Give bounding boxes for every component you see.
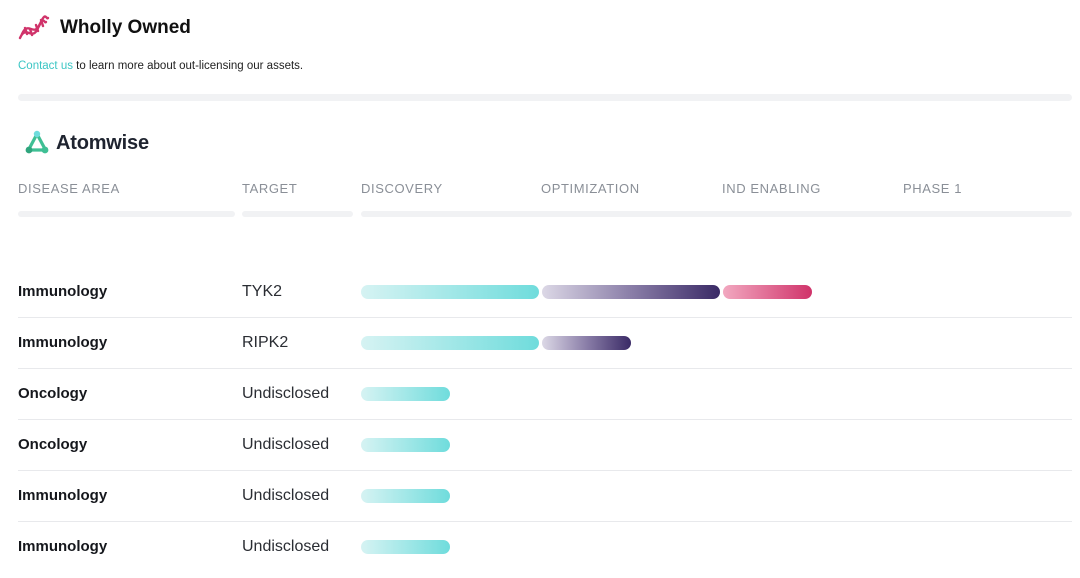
pipeline-row: Oncology Undisclosed [18, 369, 1072, 420]
contact-us-link[interactable]: Contact us [18, 60, 73, 72]
column-header-disease-area: DISEASE AREA [18, 181, 120, 196]
pipeline-row: Immunology TYK2 [18, 267, 1072, 318]
pipeline-row: Immunology RIPK2 [18, 318, 1072, 369]
column-header-discovery: DISCOVERY [361, 181, 443, 196]
discovery-progress-bar [361, 540, 450, 554]
pipeline-row: Immunology Undisclosed [18, 471, 1072, 522]
pipeline-row: Oncology Undisclosed [18, 420, 1072, 471]
target-cell: TYK2 [242, 283, 283, 300]
pipeline-row: Immunology Undisclosed [18, 522, 1072, 573]
column-header-target: TARGET [242, 181, 298, 196]
target-cell: Undisclosed [242, 385, 330, 402]
row-divider [18, 368, 1072, 369]
column-bar-target [242, 211, 353, 217]
wholly-owned-title: Wholly Owned [60, 17, 191, 38]
dna-helix-icon [18, 12, 50, 44]
atomwise-logo-icon [24, 130, 50, 156]
disease-area-cell: Oncology [18, 436, 88, 453]
discovery-progress-bar [361, 336, 539, 350]
discovery-progress-bar [361, 387, 450, 401]
column-header-optimization: OPTIMIZATION [541, 181, 640, 196]
discovery-progress-bar [361, 285, 539, 299]
disease-area-cell: Oncology [18, 385, 88, 402]
column-bar-disease-area [18, 211, 235, 217]
disease-area-cell: Immunology [18, 283, 108, 300]
column-bar-phases [361, 211, 1072, 217]
atomwise-brand: Atomwise [24, 130, 149, 156]
disease-area-cell: Immunology [18, 334, 108, 351]
target-cell: RIPK2 [242, 334, 289, 351]
target-cell: Undisclosed [242, 538, 330, 555]
target-cell: Undisclosed [242, 436, 330, 453]
row-divider [18, 317, 1072, 318]
column-header-ind-enabling: IND ENABLING [722, 181, 821, 196]
ind-enabling-progress-bar [723, 285, 812, 299]
disease-area-cell: Immunology [18, 538, 108, 555]
contact-text: to learn more about out-licensing our as… [72, 60, 304, 72]
atomwise-name: Atomwise [56, 131, 149, 154]
contact-line: Contact us to learn more about out-licen… [18, 60, 303, 72]
target-cell: Undisclosed [242, 487, 330, 504]
section-divider [18, 94, 1072, 101]
row-divider [18, 521, 1072, 522]
discovery-progress-bar [361, 489, 450, 503]
optimization-progress-bar [542, 336, 631, 350]
discovery-progress-bar [361, 438, 450, 452]
wholly-owned-header: Wholly Owned [18, 12, 191, 44]
row-divider [18, 419, 1072, 420]
row-divider [18, 470, 1072, 471]
optimization-progress-bar [542, 285, 720, 299]
disease-area-cell: Immunology [18, 487, 108, 504]
column-header-phase-1: PHASE 1 [903, 181, 963, 196]
